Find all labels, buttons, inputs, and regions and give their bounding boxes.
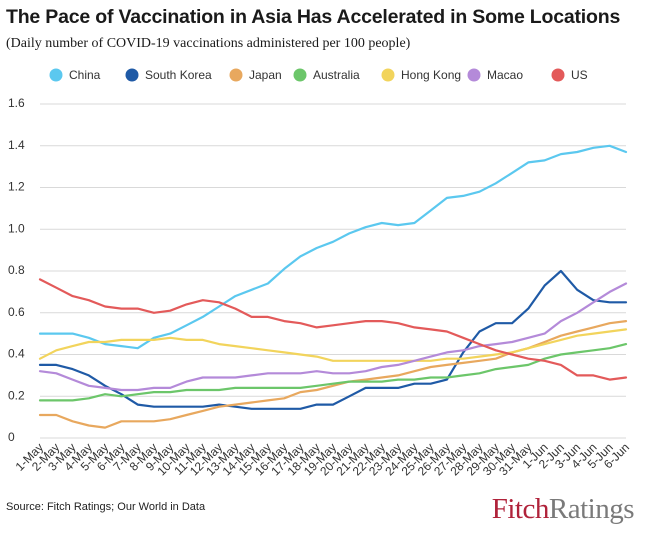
series-line-australia [38, 343, 628, 402]
y-tick-label: 0.2 [8, 388, 25, 402]
series-line-china [38, 144, 628, 350]
y-tick-label: 1.0 [8, 221, 25, 235]
legend-marker [381, 68, 395, 82]
legend-label: Australia [313, 68, 360, 82]
legend-marker [293, 68, 307, 82]
legend-marker [467, 68, 481, 82]
chart-subtitle: (Daily number of COVID-19 vaccinations a… [6, 36, 411, 51]
chart-legend: China South Korea Japan Australia Hong Kong M… [49, 68, 588, 82]
series-line-hong-kong [38, 328, 628, 362]
series-line-south-korea [38, 269, 628, 410]
y-tick-label: 0.6 [8, 305, 25, 319]
logo-ratings-text: Ratings [548, 493, 635, 525]
legend-marker [49, 68, 63, 82]
legend-marker [229, 68, 243, 82]
y-tick-label: 0.8 [8, 263, 25, 277]
y-tick-label: 0.4 [8, 347, 25, 361]
series-line-us [38, 278, 628, 381]
legend-marker [551, 68, 565, 82]
chart-grid [40, 103, 626, 439]
series-line-macao [38, 282, 628, 392]
chart-series [38, 144, 628, 429]
legend-label: South Korea [145, 68, 212, 82]
y-tick-label: 1.4 [8, 138, 25, 152]
y-tick-label: 1.6 [8, 96, 25, 110]
logo-fitch-text: Fitch [491, 493, 550, 525]
y-tick-label: 0 [8, 430, 15, 444]
y-tick-label: 1.2 [8, 180, 25, 194]
legend-label: China [69, 68, 101, 82]
chart-title: The Pace of Vaccination in Asia Has Acce… [6, 6, 621, 28]
legend-label: US [571, 68, 588, 82]
legend-marker [125, 68, 139, 82]
legend-label: Macao [487, 68, 523, 82]
y-axis: 0 0.2 0.4 0.6 0.8 1.0 1.2 1.4 1.6 [8, 96, 25, 444]
fitch-ratings-logo: FitchRatings [491, 493, 635, 526]
x-axis: 1-May2-May3-May4-May5-May6-May7-May8-May… [13, 440, 632, 478]
source-note: Source: Fitch Ratings; Our World in Data [6, 501, 206, 513]
legend-label: Japan [249, 68, 282, 82]
legend-label: Hong Kong [401, 68, 461, 82]
